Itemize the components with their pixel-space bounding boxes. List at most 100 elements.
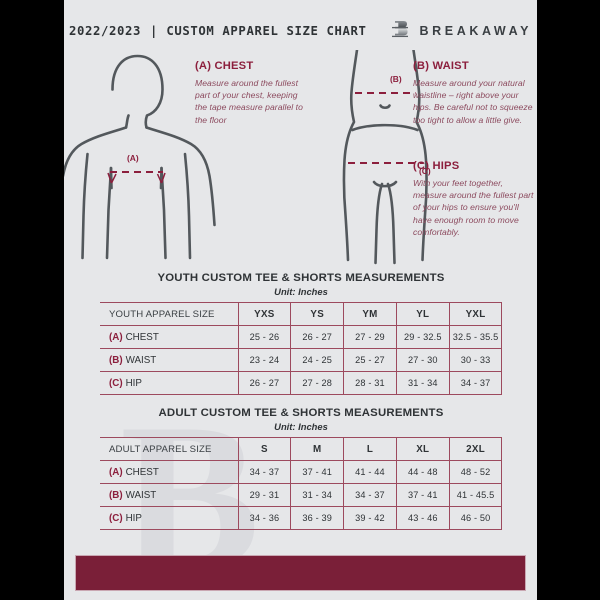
adult-hip-l: 39 - 42	[343, 506, 397, 530]
adult-waist-xl: 37 - 41	[395, 483, 450, 507]
adult-waist-l: 34 - 37	[343, 483, 397, 507]
youth-table-title: YOUTH CUSTOM TEE & SHORTS MEASUREMENTS	[157, 272, 445, 284]
adult-col-2xl: 2XL	[448, 437, 503, 461]
row-name: HIP	[125, 512, 142, 524]
body-figures-illustration	[64, 50, 428, 265]
adult-waist-m: 31 - 34	[290, 483, 345, 507]
youth-waist-ys: 24 - 25	[290, 348, 345, 372]
youth-waist-yxl: 30 - 33	[448, 348, 503, 372]
youth-col-yl: YL	[395, 302, 450, 326]
size-chart-page: B 2022/2023 | CUSTOM APPAREL SIZE CHART	[64, 0, 537, 600]
description-waist-heading: (B) WAIST	[413, 60, 469, 72]
breakaway-monogram-icon	[389, 18, 411, 45]
table-header-row: ADULT APPAREL SIZE S M L XL 2XL	[100, 437, 503, 461]
youth-row-header: YOUTH APPAREL SIZE	[100, 302, 238, 326]
youth-hip-ym: 28 - 31	[343, 371, 397, 395]
brand-name: BREAKAWAY	[419, 24, 533, 38]
row-tag: (C)	[109, 512, 123, 524]
table-row: (C) HIP 34 - 36 36 - 39 39 - 42 43 - 46 4…	[100, 506, 503, 530]
row-tag: (A)	[109, 466, 123, 478]
description-waist: (B) WAIST Measure around your natural wa…	[413, 60, 535, 126]
youth-hip-ys: 27 - 28	[290, 371, 345, 395]
header-separator: |	[150, 24, 158, 38]
adult-hip-m: 36 - 39	[290, 506, 345, 530]
footer-bar	[75, 555, 526, 591]
adult-hip-s: 34 - 36	[237, 506, 292, 530]
row-name: CHEST	[125, 466, 159, 478]
adult-chest-m: 37 - 41	[290, 460, 345, 484]
youth-chest-yxs: 25 - 26	[237, 325, 292, 349]
row-tag: (C)	[109, 377, 123, 389]
adult-row-label-chest: (A) CHEST	[100, 460, 238, 484]
youth-chest-yl: 29 - 32.5	[395, 325, 450, 349]
chest-measure-arrows	[107, 172, 166, 184]
table-row: (B) WAIST 23 - 24 24 - 25 25 - 27 27 - 30…	[100, 348, 503, 372]
youth-col-ys: YS	[290, 302, 345, 326]
youth-col-yxl: YXL	[448, 302, 503, 326]
description-hips-heading: (C) HIPS	[413, 160, 460, 172]
youth-chest-ym: 27 - 29	[343, 325, 397, 349]
adult-hip-xl: 43 - 46	[395, 506, 450, 530]
youth-chest-yxl: 32.5 - 35.5	[448, 325, 503, 349]
youth-waist-yl: 27 - 30	[395, 348, 450, 372]
adult-row-label-hip: (C) HIP	[100, 506, 238, 530]
youth-waist-ym: 25 - 27	[343, 348, 397, 372]
adult-table-unit: Unit: Inches	[274, 421, 328, 432]
table-row: (A) CHEST 25 - 26 26 - 27 27 - 29 29 - 32…	[100, 325, 503, 349]
youth-size-table-block: YOUTH CUSTOM TEE & SHORTS MEASUREMENTS U…	[100, 272, 503, 395]
table-row: (C) HIP 26 - 27 27 - 28 28 - 31 31 - 34 3…	[100, 371, 503, 395]
description-hips: (C) HIPS With your feet together, measur…	[413, 160, 535, 238]
row-name: WAIST	[125, 489, 157, 501]
youth-table-unit: Unit: Inches	[274, 286, 328, 297]
adult-waist-2xl: 41 - 45.5	[448, 483, 503, 507]
description-chest-heading: (A) CHEST	[195, 60, 254, 72]
description-chest-body: Measure around the fullest part of your …	[195, 78, 303, 125]
adult-chest-l: 41 - 44	[343, 460, 397, 484]
adult-chest-2xl: 48 - 52	[448, 460, 503, 484]
adult-row-label-waist: (B) WAIST	[100, 483, 238, 507]
adult-col-s: S	[237, 437, 292, 461]
marker-label-b: (B)	[390, 74, 402, 84]
row-tag: (B)	[109, 354, 123, 366]
description-waist-body: Measure around your natural waistline – …	[413, 78, 533, 125]
page-title: CUSTOM APPAREL SIZE CHART	[166, 24, 367, 38]
row-name: HIP	[125, 377, 142, 389]
table-row: (A) CHEST 34 - 37 37 - 41 41 - 44 44 - 48…	[100, 460, 503, 484]
youth-waist-yxs: 23 - 24	[237, 348, 292, 372]
description-chest: (A) CHEST Measure around the fullest par…	[195, 60, 311, 126]
marker-label-c: (C)	[419, 166, 431, 176]
adult-chest-s: 34 - 37	[237, 460, 292, 484]
header-season: 2022/2023	[68, 24, 141, 38]
youth-hip-yxs: 26 - 27	[237, 371, 292, 395]
youth-row-label-waist: (B) WAIST	[100, 348, 238, 372]
adult-col-m: M	[290, 437, 345, 461]
row-name: WAIST	[125, 354, 157, 366]
adult-hip-2xl: 46 - 50	[448, 506, 503, 530]
adult-row-header: ADULT APPAREL SIZE	[100, 437, 238, 461]
row-tag: (A)	[109, 331, 123, 343]
table-header-row: YOUTH APPAREL SIZE YXS YS YM YL YXL	[100, 302, 503, 326]
youth-col-ym: YM	[343, 302, 397, 326]
lower-body-silhouette	[342, 50, 428, 265]
upper-body-silhouette	[64, 54, 216, 260]
adult-chest-xl: 44 - 48	[395, 460, 450, 484]
youth-col-yxs: YXS	[237, 302, 292, 326]
youth-size-table: YOUTH APPAREL SIZE YXS YS YM YL YXL (A) C…	[100, 302, 503, 395]
adult-size-table-block: ADULT CUSTOM TEE & SHORTS MEASUREMENTS U…	[100, 407, 503, 530]
youth-chest-ys: 26 - 27	[290, 325, 345, 349]
page-header: 2022/2023 | CUSTOM APPAREL SIZE CHART BR…	[64, 18, 537, 44]
description-hips-body: With your feet together, measure around …	[413, 178, 534, 237]
youth-row-label-chest: (A) CHEST	[100, 325, 238, 349]
marker-label-a: (A)	[127, 153, 139, 163]
row-name: CHEST	[125, 331, 159, 343]
measurement-diagram: (A) (B) (C) (A) CHEST Measure around the…	[64, 50, 537, 272]
adult-col-l: L	[343, 437, 397, 461]
table-row: (B) WAIST 29 - 31 31 - 34 34 - 37 37 - 41…	[100, 483, 503, 507]
youth-row-label-hip: (C) HIP	[100, 371, 238, 395]
adult-size-table: ADULT APPAREL SIZE S M L XL 2XL (A) CHEST…	[100, 437, 503, 530]
adult-col-xl: XL	[395, 437, 450, 461]
youth-hip-yxl: 34 - 37	[448, 371, 503, 395]
adult-table-title: ADULT CUSTOM TEE & SHORTS MEASUREMENTS	[158, 407, 444, 419]
adult-waist-s: 29 - 31	[237, 483, 292, 507]
row-tag: (B)	[109, 489, 123, 501]
